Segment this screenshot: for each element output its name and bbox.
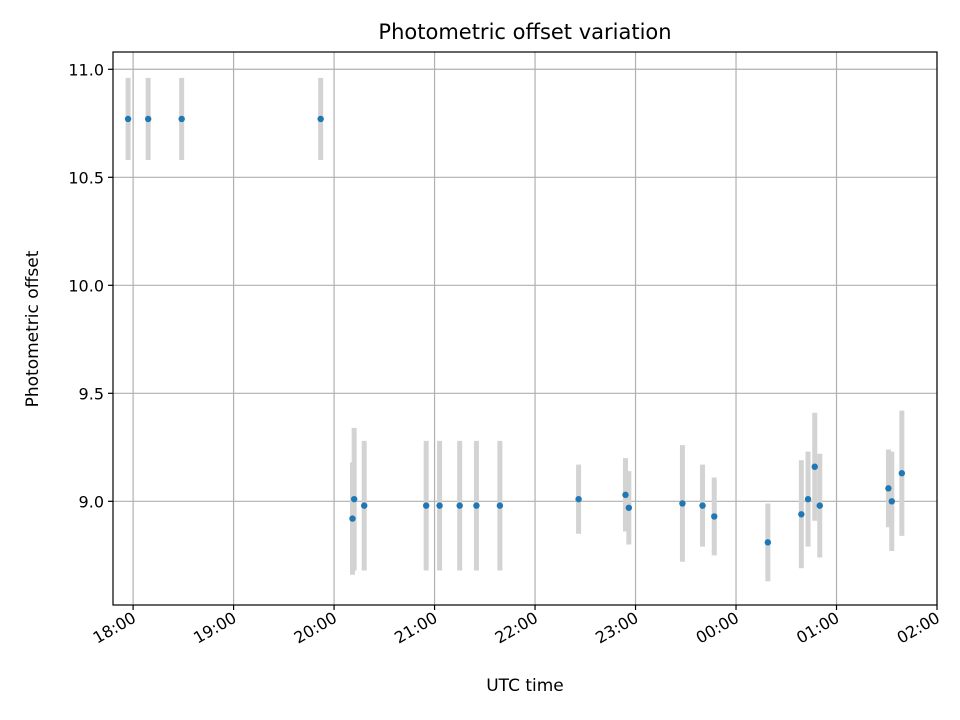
data-point: [816, 502, 823, 509]
x-tick-label: 18:00: [90, 608, 139, 648]
x-tick-label: 20:00: [291, 608, 340, 648]
y-tick-label: 9.5: [79, 384, 104, 403]
data-point: [885, 485, 892, 492]
data-point: [456, 502, 463, 509]
error-bars: [125, 77, 905, 582]
y-axis: 9.0 9.5 10.0 10.5 11.0: [68, 60, 113, 511]
data-point: [625, 504, 633, 511]
y-tick-label: 10.5: [68, 168, 104, 187]
data-point: [804, 495, 812, 503]
data-point: [178, 115, 185, 123]
x-tick-label: 21:00: [391, 608, 440, 648]
x-tick-label: 22:00: [492, 608, 541, 648]
data-points: [124, 115, 906, 546]
data-point: [349, 515, 356, 522]
data-point: [317, 115, 324, 123]
data-point: [350, 495, 358, 503]
data-point: [436, 502, 443, 509]
data-point: [361, 502, 368, 509]
x-axis-label: UTC time: [486, 676, 564, 696]
data-point: [764, 539, 772, 546]
data-point: [699, 502, 706, 509]
data-point: [798, 511, 805, 518]
data-point: [422, 502, 430, 509]
x-tick-label: 19:00: [190, 608, 239, 648]
chart-title: Photometric offset variation: [378, 20, 671, 44]
data-point: [622, 491, 629, 499]
x-tick-label: 02:00: [894, 608, 943, 648]
grid: [113, 52, 938, 605]
y-tick-label: 9.0: [79, 492, 104, 511]
x-tick-label: 23:00: [592, 608, 641, 648]
x-tick-label: 00:00: [693, 608, 742, 648]
data-point: [679, 500, 686, 507]
y-tick-label: 11.0: [68, 60, 104, 79]
y-axis-label: Photometric offset: [23, 250, 43, 407]
y-tick-label: 10.0: [68, 276, 104, 295]
data-point: [144, 115, 152, 123]
data-point: [888, 498, 895, 505]
data-point: [496, 502, 504, 509]
data-point: [811, 463, 818, 470]
data-point: [898, 470, 906, 477]
data-point: [473, 502, 480, 509]
plot-frame: [112, 51, 938, 606]
x-axis: 18:00 19:00 20:00 21:00 22:00 23:00 00:00 01:00…: [90, 605, 943, 648]
x-tick-label: 01:00: [793, 608, 842, 648]
data-point: [711, 513, 718, 520]
data-point: [575, 495, 582, 503]
data-point: [124, 115, 132, 123]
